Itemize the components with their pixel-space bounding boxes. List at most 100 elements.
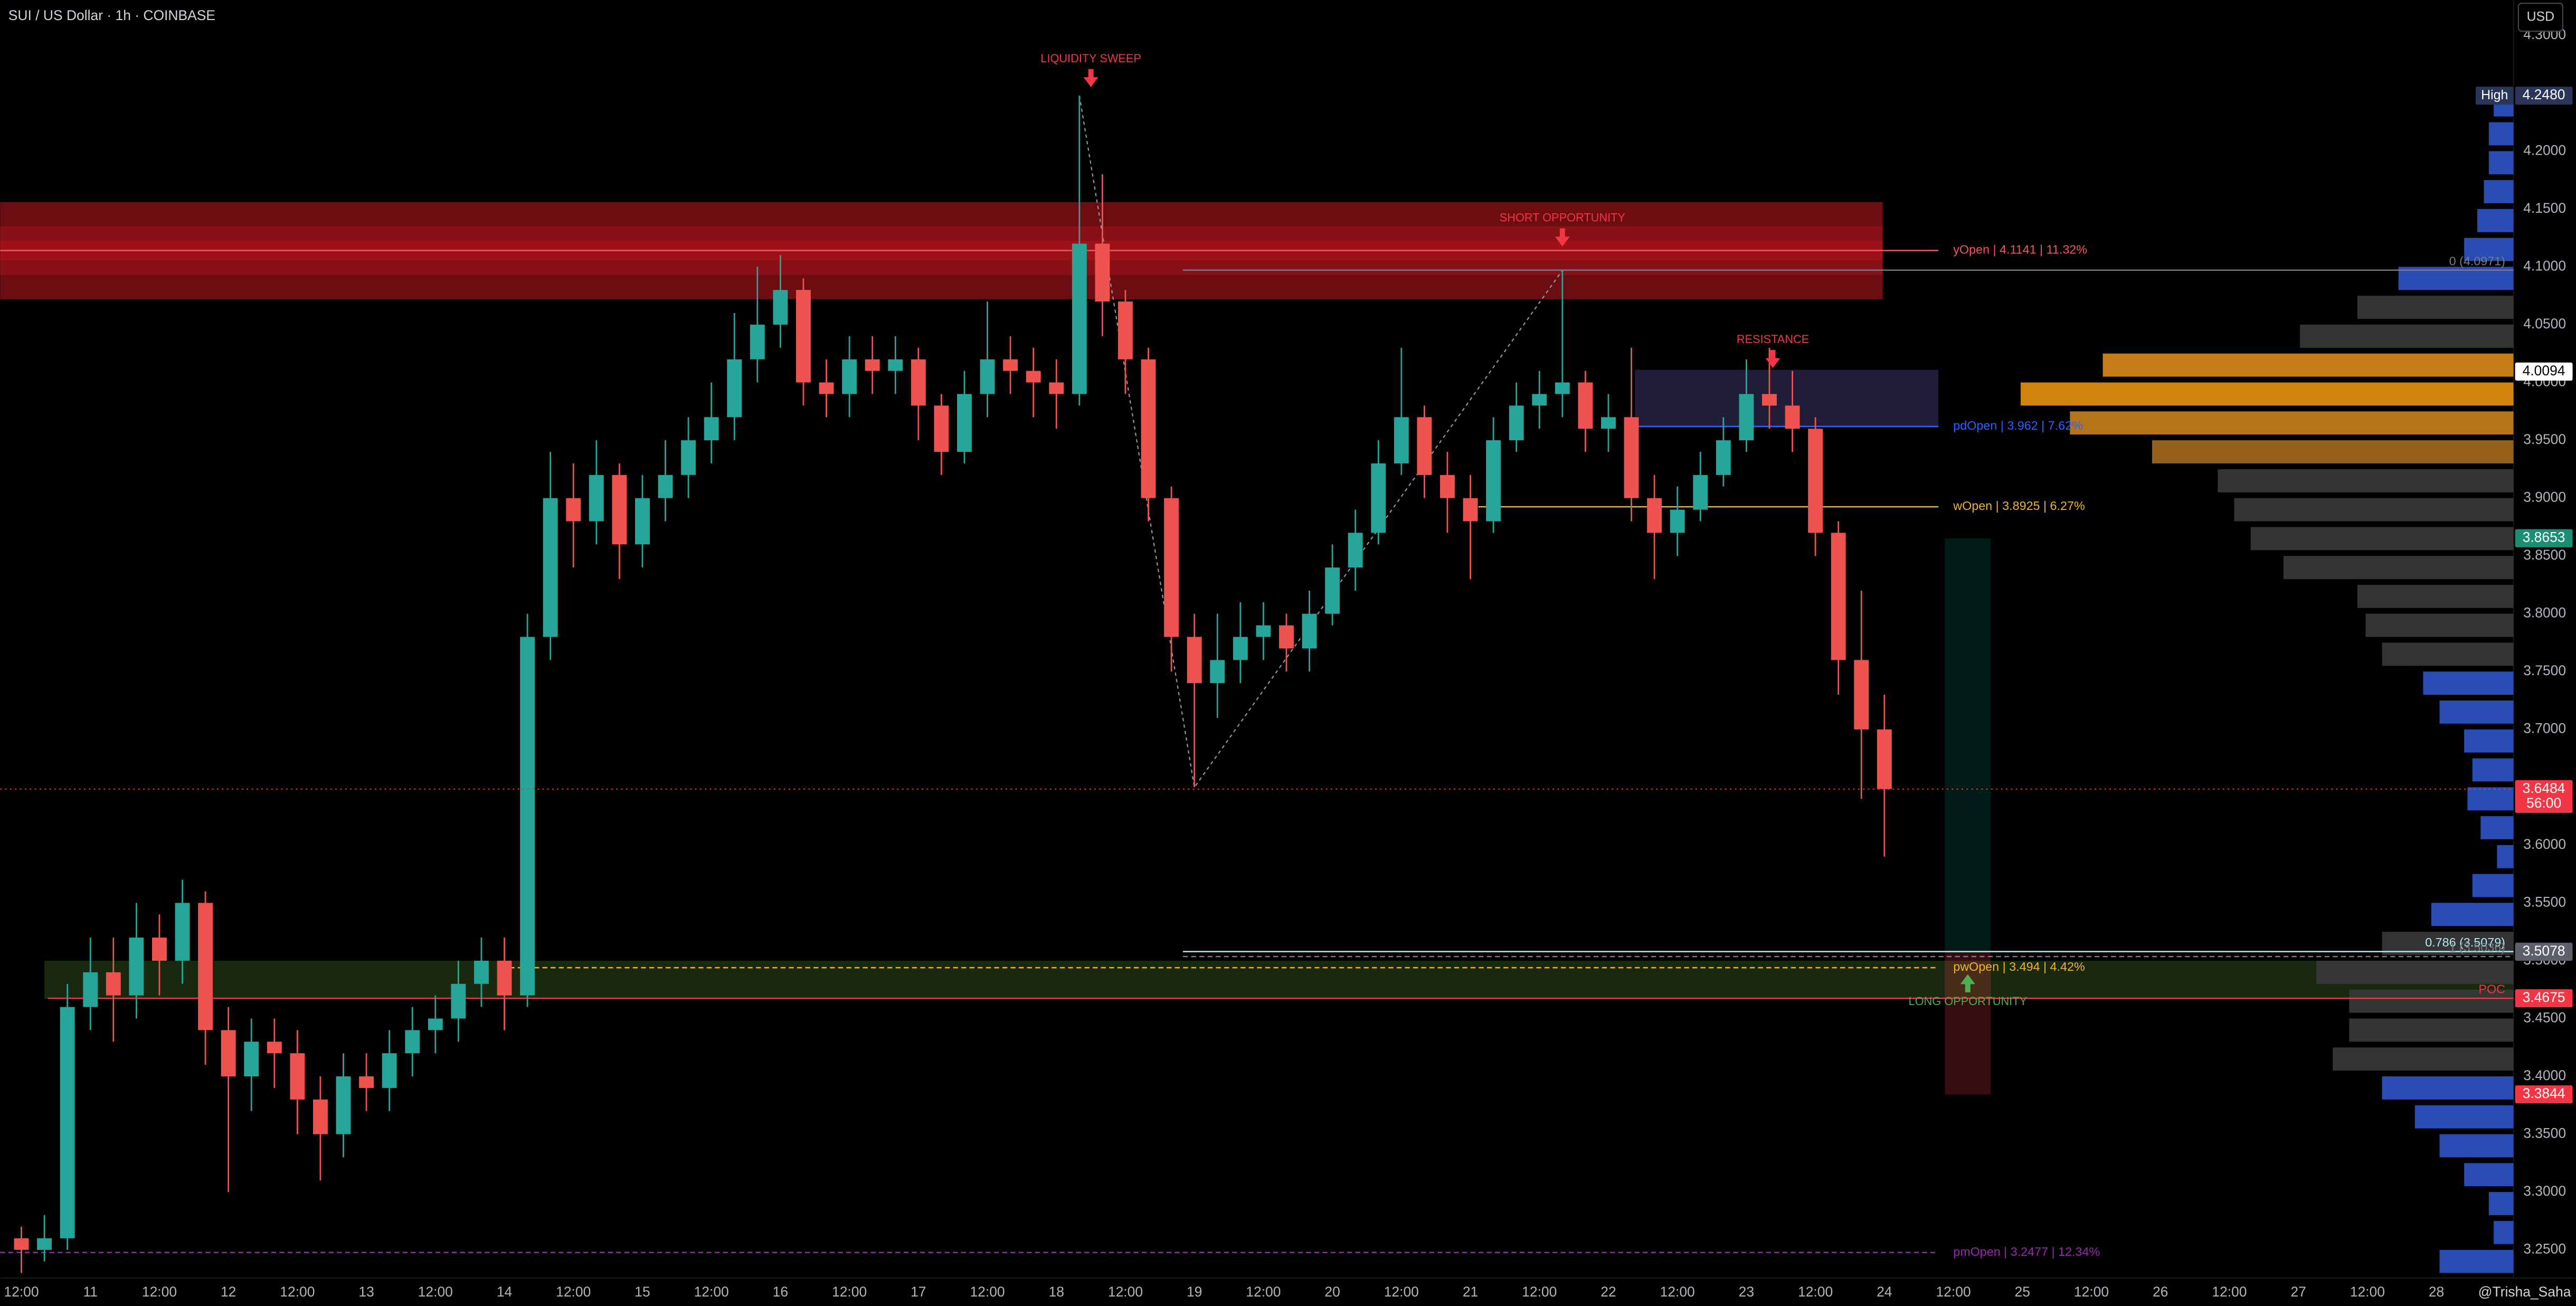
x-tick-label: 24 [1877, 1284, 1892, 1300]
chart-title: SUI / US Dollar · 1h · COINBASE [8, 7, 215, 23]
x-tick-label: 12 [221, 1284, 236, 1300]
x-tick-label: 12:00 [2074, 1284, 2109, 1300]
y-tick-label: 3.2500 [2523, 1241, 2566, 1257]
candle-body [1210, 660, 1225, 684]
x-tick-label: 12:00 [280, 1284, 315, 1300]
volume-profile-bar [2484, 180, 2514, 203]
level-label: 1 (3.5036) [2449, 941, 2505, 954]
volume-profile-bar [2488, 1192, 2514, 1215]
y-tick-label: 3.8000 [2523, 605, 2566, 621]
candle-body [60, 1007, 75, 1238]
candle-body [175, 903, 190, 961]
x-tick-label: 12:00 [1798, 1284, 1833, 1300]
volume-profile-bar [2382, 642, 2514, 666]
candle-body [1348, 533, 1363, 568]
currency-button[interactable] [2517, 3, 2563, 32]
candle-body [221, 1030, 236, 1077]
volume-profile-bar [2464, 729, 2514, 753]
candle-body [14, 1238, 29, 1250]
volume-profile-bar [2299, 324, 2514, 348]
candle-body [267, 1042, 282, 1054]
volume-profile-bar [2480, 816, 2514, 839]
volume-profile-bar [2365, 613, 2514, 637]
candle-body [1003, 359, 1018, 371]
watermark: @Trisha_Saha [2478, 1284, 2571, 1300]
candle-body [1762, 394, 1777, 406]
volume-profile-bar [2070, 411, 2514, 435]
candle-body [1049, 382, 1064, 394]
price-tag-label: 3.4675 [2523, 989, 2565, 1005]
volume-profile-bar [2467, 787, 2514, 811]
x-tick-label: 22 [1600, 1284, 1616, 1300]
price-tag-label: 3.5078 [2523, 943, 2565, 959]
candle-body [727, 359, 742, 418]
x-tick-label: 12:00 [1936, 1284, 1971, 1300]
x-tick-label: 17 [911, 1284, 926, 1300]
candle-body [1371, 463, 1386, 533]
candle-body [1693, 475, 1708, 510]
candle-body [474, 960, 489, 984]
price-tag-label: 4.2480 [2523, 87, 2565, 102]
candle-body [1670, 509, 1685, 533]
candle-body [1486, 440, 1501, 522]
volume-profile-bar [2431, 903, 2514, 926]
candle-body [1417, 417, 1432, 475]
candle-body [589, 475, 604, 522]
annotation-arrow [1960, 974, 1975, 992]
candle-body [980, 359, 995, 394]
candle-body [1256, 625, 1271, 637]
annotation-label: RESISTANCE [1737, 333, 1809, 346]
volume-profile-bar [2439, 1134, 2514, 1158]
volume-profile-bar [2218, 469, 2514, 493]
price-tag-countdown: 56:00 [2526, 795, 2561, 811]
candle-body [543, 498, 558, 637]
volume-profile-bar [2333, 1047, 2514, 1071]
level-label: 0.786 (3.5079) [2425, 935, 2505, 949]
x-tick-label: 12:00 [832, 1284, 867, 1300]
x-tick-label: 11 [83, 1284, 98, 1300]
volume-profile-bar [2488, 151, 2514, 175]
currency-label[interactable]: USD [2527, 9, 2555, 24]
x-tick-label: 12:00 [2212, 1284, 2247, 1300]
candle-body [1808, 429, 1823, 533]
candle-body [1831, 533, 1846, 660]
x-tick-label: 16 [773, 1284, 788, 1300]
candle-body [313, 1099, 328, 1134]
x-tick-label: 27 [2290, 1284, 2306, 1300]
candle-body [1279, 625, 1294, 649]
price-tag [2515, 87, 2573, 105]
price-tag-badge [2475, 87, 2514, 105]
volume-profile-bar [2439, 700, 2514, 724]
candle-body [290, 1053, 305, 1100]
candle-body [336, 1076, 351, 1134]
candle-body [1118, 301, 1133, 359]
volume-profile-bar [2349, 989, 2514, 1013]
y-tick-label: 3.3500 [2523, 1125, 2566, 1141]
volume-profile-bar [2357, 296, 2514, 319]
candle-body [1555, 382, 1570, 394]
x-tick-label: 28 [2429, 1284, 2444, 1300]
candle-body [612, 475, 627, 545]
candle-body [520, 637, 535, 996]
y-tick-label: 3.4000 [2523, 1067, 2566, 1083]
price-tag-label: 4.0094 [2523, 363, 2565, 378]
candle-body [865, 359, 880, 371]
candle-body [1624, 417, 1639, 498]
candle-body [1716, 440, 1731, 475]
candle-body [819, 382, 834, 394]
volume-profile-bar [2494, 1220, 2514, 1244]
x-tick-label: 26 [2153, 1284, 2168, 1300]
x-tick-label: 12:00 [970, 1284, 1005, 1300]
volume-profile-bar [2472, 874, 2514, 897]
candle-body [957, 394, 972, 452]
y-tick-label: 4.2000 [2523, 142, 2566, 158]
annotation-arrow [1555, 228, 1570, 247]
price-tag [2515, 989, 2573, 1008]
x-tick-label: 12:00 [4, 1284, 39, 1300]
candle-body [1394, 417, 1409, 463]
candle-body [83, 972, 98, 1007]
candle-body [451, 983, 466, 1019]
x-tick-label: 19 [1187, 1284, 1202, 1300]
